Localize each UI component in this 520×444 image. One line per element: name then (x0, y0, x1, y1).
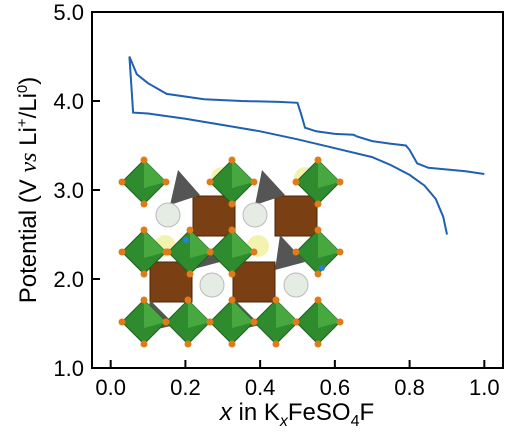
y-axis-label: Potential (V vs Li+/Li0) (14, 77, 42, 304)
y-tick-label: 1.0 (53, 356, 84, 381)
y-tick-label: 4.0 (53, 89, 84, 114)
x-axis-label: x in KxFeSO4F (219, 399, 374, 430)
y-tick-label: 3.0 (53, 178, 84, 203)
x-tick-label: 0.6 (320, 375, 351, 400)
x-tick-label: 1.0 (469, 375, 500, 400)
x-tick-label: 0.2 (170, 375, 201, 400)
y-tick-label: 2.0 (53, 267, 84, 292)
x-tick-label: 0.0 (95, 375, 126, 400)
voltage-curve (128, 56, 485, 235)
y-tick-label: 5.0 (53, 0, 84, 25)
crystal-structure-inset (118, 156, 344, 348)
x-tick-label: 0.4 (245, 375, 276, 400)
x-tick-label: 0.8 (394, 375, 425, 400)
